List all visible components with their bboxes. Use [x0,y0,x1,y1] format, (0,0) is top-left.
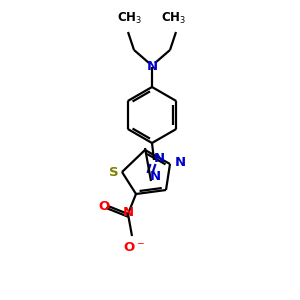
Text: N: N [149,169,161,182]
Text: N: N [175,157,186,169]
Text: N: N [122,206,134,220]
Text: O: O [98,200,110,212]
Text: CH$_3$: CH$_3$ [117,11,142,26]
Text: O$^-$: O$^-$ [123,241,145,254]
Text: N: N [153,152,165,166]
Text: N: N [146,61,158,74]
Text: S: S [110,166,119,178]
Text: CH$_3$: CH$_3$ [161,11,187,26]
